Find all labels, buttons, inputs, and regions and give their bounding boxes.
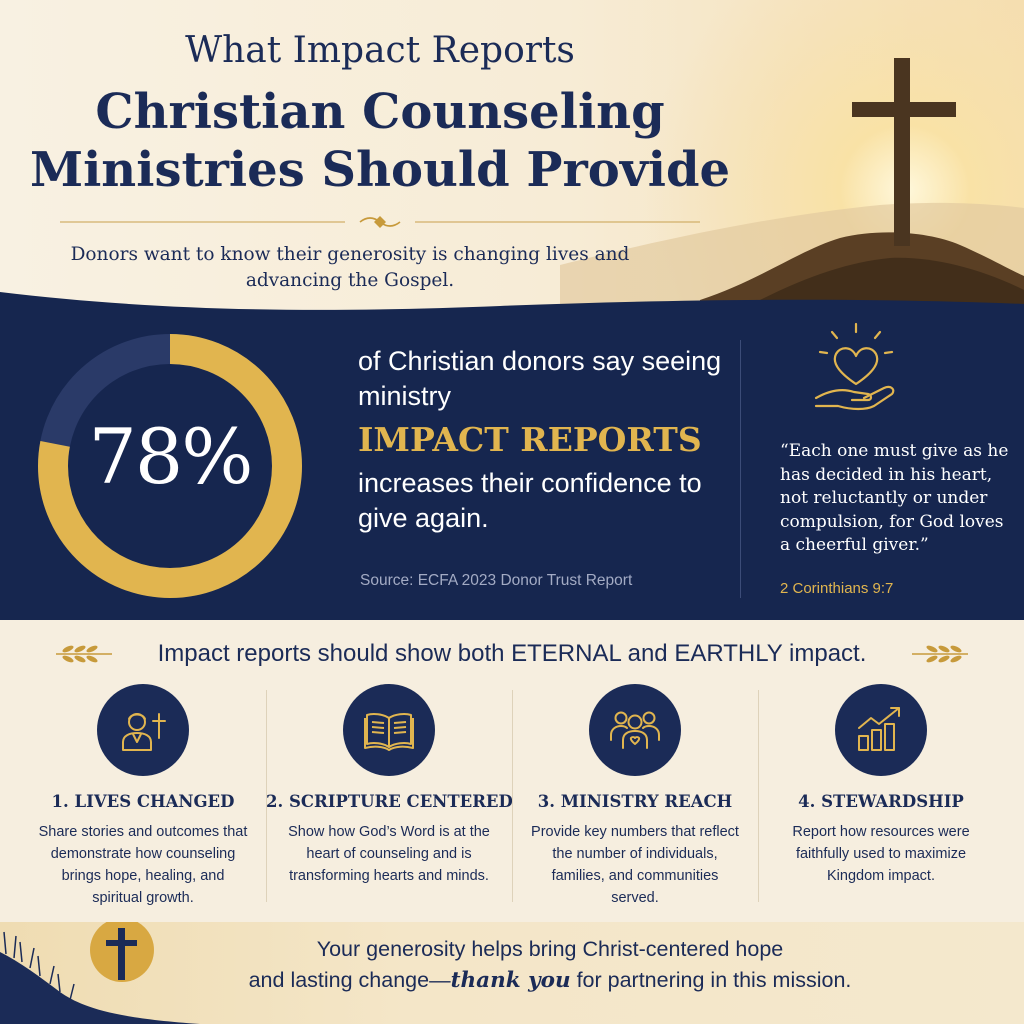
cross-icon bbox=[852, 58, 956, 246]
footer bbox=[0, 922, 1024, 1024]
stats-band: 78% of Christian donors say seeing minis… bbox=[0, 292, 1024, 620]
vertical-divider bbox=[740, 340, 741, 598]
footer-thank-you: thank you bbox=[450, 968, 571, 993]
title-line-3: Ministries Should Provide bbox=[29, 142, 731, 198]
header: What Impact Reports Christian Counseling… bbox=[0, 0, 1024, 330]
ornament-divider bbox=[60, 216, 700, 228]
footer-line-1: Your generosity helps bring Christ-cente… bbox=[316, 937, 784, 961]
impact-card-lives-changed: 1. LIVES CHANGED Share stories and outco… bbox=[20, 684, 266, 909]
card-icon-circle bbox=[835, 684, 927, 776]
footer-line-2-after: for partnering in this mission. bbox=[570, 968, 852, 992]
person-with-cross-icon bbox=[122, 713, 166, 751]
percent-donut-chart bbox=[38, 334, 302, 598]
stat-text-after: increases their confidence to give again… bbox=[358, 468, 702, 533]
footer-message: Your generosity helps bring Christ-cente… bbox=[200, 934, 900, 996]
growth-chart-icon bbox=[858, 707, 900, 751]
subtitle: Donors want to know their generosity is … bbox=[70, 244, 630, 291]
stat-highlight: IMPACT REPORTS bbox=[358, 420, 702, 459]
open-bible-icon bbox=[364, 713, 414, 751]
heart-in-hand-icon bbox=[814, 322, 895, 411]
card-title: 3. MINISTRY REACH bbox=[537, 792, 733, 811]
footer-cross-illustration bbox=[0, 922, 200, 1024]
laurel-right-icon bbox=[912, 645, 968, 663]
card-title: 4. STEWARDSHIP bbox=[798, 792, 964, 811]
community-group-icon bbox=[610, 711, 660, 749]
title-line-1: What Impact Reports bbox=[185, 30, 575, 71]
card-description: Report how resources were faithfully use… bbox=[792, 824, 970, 884]
card-icon-circle bbox=[589, 684, 681, 776]
footer-line-2-before: and lasting change— bbox=[248, 968, 451, 992]
stat-text-before: of Christian donors say seeing ministry bbox=[358, 346, 722, 411]
stat-source: Source: ECFA 2023 Donor Trust Report bbox=[360, 572, 633, 589]
scripture-quote: “Each one must give as he has decided in… bbox=[780, 441, 1009, 555]
cross-icon bbox=[106, 928, 137, 980]
card-title: 1. LIVES CHANGED bbox=[51, 792, 235, 811]
card-divider bbox=[512, 690, 513, 902]
stat-percent: 78% bbox=[88, 412, 254, 501]
card-divider bbox=[266, 690, 267, 902]
impact-heading: Impact reports should show both ETERNAL … bbox=[157, 640, 867, 667]
impact-card-ministry-reach: 3. MINISTRY REACH Provide key numbers th… bbox=[512, 684, 758, 909]
laurel-left-icon bbox=[56, 645, 112, 663]
impact-card-stewardship: 4. STEWARDSHIP Report how resources were… bbox=[758, 684, 1004, 887]
percent-donut-arc bbox=[38, 334, 302, 598]
title-line-2: Christian Counseling bbox=[95, 84, 665, 140]
stat-description: of Christian donors say seeing ministry … bbox=[358, 344, 728, 536]
card-description: Provide key numbers that reflect the num… bbox=[531, 824, 739, 906]
impact-card-scripture-centered: 2. SCRIPTURE CENTERED Show how God’s Wor… bbox=[266, 684, 513, 887]
card-title: 2. SCRIPTURE CENTERED bbox=[266, 792, 513, 811]
card-description: Show how God’s Word is at the heart of c… bbox=[288, 824, 490, 884]
card-icon-circle bbox=[343, 684, 435, 776]
card-icon-circle bbox=[97, 684, 189, 776]
scripture-reference: 2 Corinthians 9:7 bbox=[780, 580, 894, 597]
card-divider bbox=[758, 690, 759, 902]
card-description: Share stories and outcomes that demonstr… bbox=[38, 824, 248, 906]
